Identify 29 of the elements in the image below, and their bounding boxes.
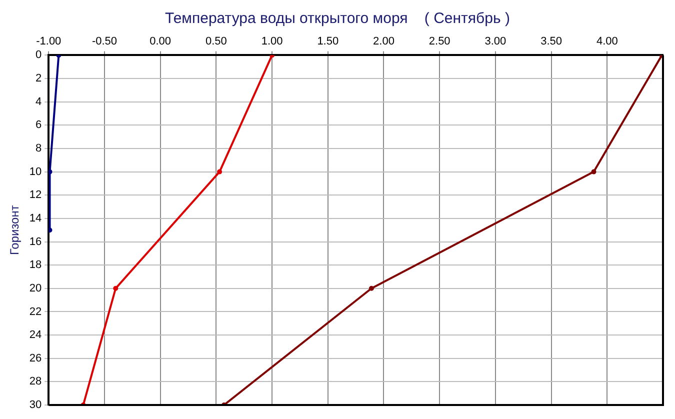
chart-title: Температура воды открытого моря ( Сентябрь ) bbox=[164, 10, 511, 27]
y-tick-label: 16 bbox=[29, 236, 42, 248]
y-tick-label: 24 bbox=[29, 329, 42, 342]
x-tick-label: 2.50 bbox=[428, 36, 450, 48]
y-tick-label: 2 bbox=[36, 72, 42, 85]
x-tick-label: 4.00 bbox=[596, 36, 618, 48]
y-tick-label: 14 bbox=[29, 212, 42, 224]
x-tick-label: 2.00 bbox=[373, 36, 394, 48]
y-axis-title: Горизонт bbox=[8, 204, 22, 256]
y-tick-label: 8 bbox=[36, 142, 42, 155]
y-tick-label: 18 bbox=[29, 259, 42, 272]
x-tick-label: 0.50 bbox=[205, 36, 227, 48]
x-tick-label: -1.00 bbox=[36, 36, 62, 48]
y-tick-label: 0 bbox=[36, 49, 42, 62]
y-tick-label: 22 bbox=[29, 306, 42, 318]
y-tick-label: 20 bbox=[29, 282, 42, 294]
y-tick-label: 26 bbox=[29, 352, 42, 364]
y-tick-label: 12 bbox=[29, 189, 42, 202]
x-tick-label: 1.50 bbox=[317, 36, 339, 48]
y-tick-label: 4 bbox=[36, 96, 42, 108]
x-tick-label: -0.50 bbox=[92, 36, 118, 48]
x-tick-label: 3.00 bbox=[484, 36, 506, 48]
y-tick-label: 28 bbox=[29, 376, 42, 388]
y-tick-label: 30 bbox=[29, 399, 42, 412]
x-tick-label: 0.00 bbox=[150, 36, 172, 48]
x-tick-label: 3.50 bbox=[540, 36, 562, 48]
y-tick-label: 10 bbox=[29, 166, 42, 178]
y-tick-label: 6 bbox=[36, 119, 42, 132]
x-tick-label: 1.00 bbox=[261, 36, 283, 48]
